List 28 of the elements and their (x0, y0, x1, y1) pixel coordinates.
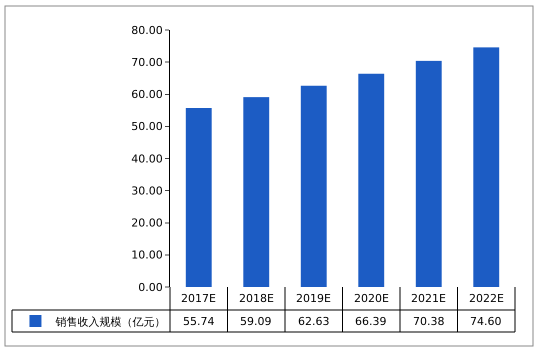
data-label: 55.74 (183, 315, 214, 328)
bar (300, 86, 327, 287)
bar (243, 97, 270, 287)
y-tick-label: 0.00 (138, 280, 163, 294)
data-label: 70.38 (413, 315, 444, 328)
y-tick-label: 30.00 (131, 184, 163, 198)
legend-label: 销售收入规模（亿元） (54, 315, 166, 328)
x-tick-label: 2018E (239, 292, 274, 305)
y-tick-label: 10.00 (131, 248, 163, 262)
bar (416, 60, 442, 287)
y-tick-label: 20.00 (131, 216, 163, 230)
y-tick-label: 70.00 (131, 56, 163, 69)
y-tick-label: 80.00 (131, 24, 163, 37)
data-label: 74.60 (470, 315, 502, 328)
y-tick-label: 40.00 (131, 152, 163, 166)
x-tick-label: 2022E (469, 292, 504, 305)
bar (186, 108, 212, 287)
y-tick-label: 60.00 (131, 88, 163, 102)
x-tick-label: 2017E (181, 292, 216, 305)
bar (358, 74, 384, 287)
data-label: 62.63 (298, 315, 330, 328)
bar (473, 47, 500, 287)
y-tick-label: 50.00 (131, 120, 163, 134)
x-tick-label: 2019E (296, 292, 331, 305)
data-label: 66.39 (355, 315, 386, 328)
x-tick-label: 2020E (354, 292, 389, 305)
x-tick-label: 2021E (411, 292, 446, 305)
data-label: 59.09 (240, 315, 272, 328)
